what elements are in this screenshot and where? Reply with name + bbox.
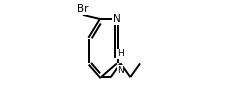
Text: H: H — [117, 49, 123, 58]
Text: N: N — [117, 66, 123, 75]
Text: Br: Br — [77, 4, 88, 14]
Text: N: N — [112, 14, 120, 24]
